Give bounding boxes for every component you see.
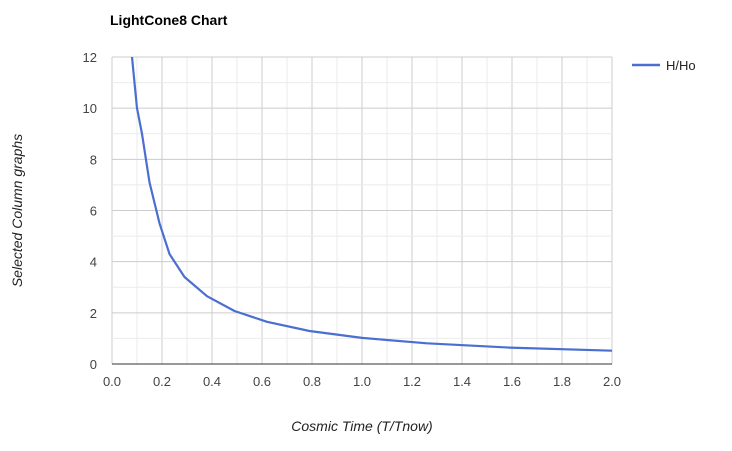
x-tick-label: 1.8 (553, 374, 571, 389)
y-tick-label: 0 (90, 357, 97, 372)
x-tick-label: 1.4 (453, 374, 471, 389)
x-tick-label: 0.6 (253, 374, 271, 389)
x-axis-title: Cosmic Time (T/Tnow) (291, 418, 432, 434)
series-layer (130, 57, 612, 352)
y-tick-label: 12 (83, 50, 97, 65)
series-line-h-ho (130, 57, 612, 352)
y-tick-label: 8 (90, 152, 97, 167)
legend: H/Ho (632, 58, 696, 73)
x-tick-label: 1.6 (503, 374, 521, 389)
x-axis-ticks: 0.0 0.2 0.4 0.6 0.8 1.0 1.2 1.4 1.6 1.8 2.0 (103, 374, 621, 389)
y-axis-ticks: 0 2 4 6 8 10 12 (83, 50, 97, 372)
x-tick-label: 0.2 (153, 374, 171, 389)
y-tick-label: 2 (90, 306, 97, 321)
x-tick-label: 0.0 (103, 374, 121, 389)
chart-title: LightCone8 Chart (110, 12, 228, 28)
y-tick-label: 10 (83, 101, 97, 116)
x-tick-label: 0.8 (303, 374, 321, 389)
y-tick-label: 6 (90, 204, 97, 219)
y-tick-label: 4 (90, 255, 97, 270)
x-tick-label: 0.4 (203, 374, 221, 389)
grid-lines (111, 56, 613, 365)
x-tick-label: 2.0 (603, 374, 621, 389)
x-tick-label: 1.2 (403, 374, 421, 389)
y-axis-title: Selected Column graphs (9, 134, 25, 287)
legend-label: H/Ho (666, 58, 696, 73)
x-tick-label: 1.0 (353, 374, 371, 389)
